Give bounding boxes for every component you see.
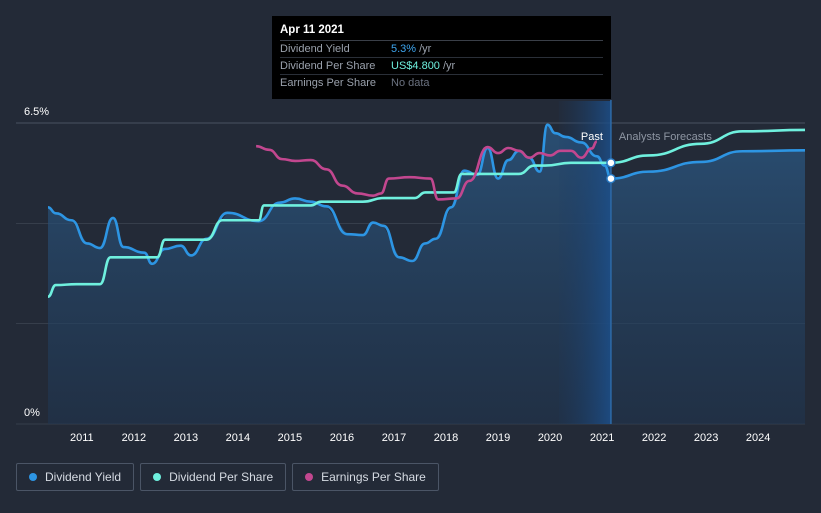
tooltip-unit: /yr bbox=[442, 60, 456, 72]
past-highlight-band bbox=[558, 101, 611, 424]
dividend-yield-area bbox=[48, 124, 805, 425]
x-tick-label: 2019 bbox=[486, 432, 510, 444]
tooltip-row-earnings-per-share: Earnings Per Share No data bbox=[280, 75, 603, 91]
legend-label: Dividend Per Share bbox=[169, 470, 274, 484]
x-tick-label: 2015 bbox=[278, 432, 302, 444]
legend-label: Earnings Per Share bbox=[321, 470, 426, 484]
point-marker bbox=[606, 158, 616, 168]
x-tick-label: 2020 bbox=[538, 432, 562, 444]
dividend-yield-line bbox=[47, 123, 806, 266]
x-tick-label: 2024 bbox=[746, 432, 770, 444]
x-tick-label: 2023 bbox=[694, 432, 718, 444]
chart-legend: Dividend Yield Dividend Per Share Earnin… bbox=[16, 463, 439, 491]
forecast-label: Analysts Forecasts bbox=[619, 131, 712, 143]
tooltip-label: Dividend Per Share bbox=[280, 60, 376, 72]
tooltip-value: No data bbox=[391, 77, 430, 89]
x-tick-label: 2012 bbox=[122, 432, 146, 444]
x-tick-label: 2016 bbox=[330, 432, 354, 444]
legend-item-dividend-per-share[interactable]: Dividend Per Share bbox=[140, 463, 287, 491]
x-tick-label: 2013 bbox=[174, 432, 198, 444]
tooltip-unit: /yr bbox=[419, 43, 432, 55]
tooltip-value: US$4.800 bbox=[391, 60, 440, 72]
earnings-per-share-line bbox=[256, 140, 598, 201]
tooltip-value: 5.3% bbox=[391, 43, 417, 55]
legend-dot-icon bbox=[29, 473, 37, 481]
legend-item-dividend-yield[interactable]: Dividend Yield bbox=[16, 463, 135, 491]
x-tick-label: 2021 bbox=[590, 432, 614, 444]
tooltip-row-dividend-yield: Dividend Yield 5.3% /yr bbox=[280, 41, 603, 58]
x-tick-label: 2017 bbox=[382, 432, 406, 444]
x-tick-label: 2018 bbox=[434, 432, 458, 444]
past-label: Past bbox=[581, 131, 603, 143]
tooltip-label: Earnings Per Share bbox=[280, 77, 376, 89]
x-tick-label: 2022 bbox=[642, 432, 666, 444]
tooltip-label: Dividend Yield bbox=[280, 43, 350, 55]
y-tick-label: 0% bbox=[24, 407, 40, 419]
legend-item-earnings-per-share[interactable]: Earnings Per Share bbox=[292, 463, 439, 491]
legend-dot-icon bbox=[153, 473, 162, 481]
x-tick-label: 2014 bbox=[226, 432, 250, 444]
legend-label: Dividend Yield bbox=[45, 470, 122, 484]
point-marker bbox=[606, 173, 616, 184]
chart-tooltip: Apr 11 2021 Dividend Yield 5.3% /yr Divi… bbox=[272, 16, 611, 99]
y-tick-label: 6.5% bbox=[24, 106, 49, 118]
dividend-per-share-line bbox=[47, 128, 806, 298]
tooltip-row-dividend-per-share: Dividend Per Share US$4.800 /yr bbox=[280, 58, 603, 75]
legend-dot-icon bbox=[305, 473, 314, 481]
tooltip-date: Apr 11 2021 bbox=[280, 24, 603, 41]
x-tick-label: 2011 bbox=[70, 432, 94, 444]
